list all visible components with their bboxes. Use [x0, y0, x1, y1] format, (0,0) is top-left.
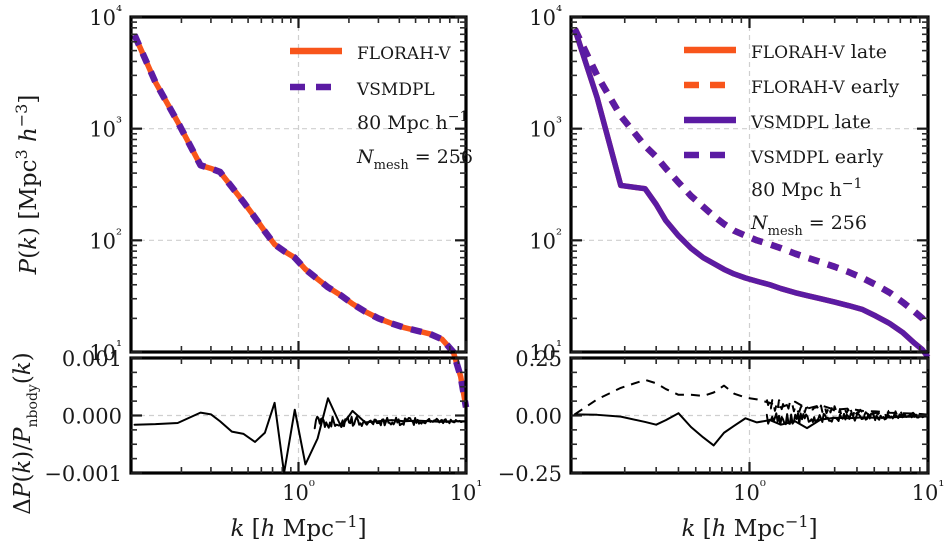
- xaxis-label: k [h Mpc−1]: [230, 512, 366, 542]
- ytick-label-resid: −0.25: [498, 462, 562, 486]
- legend-label-vsmdpl-late: VSMDPL late: [750, 111, 871, 133]
- annotation-boxsize: 80 Mpc h−1: [751, 176, 862, 201]
- xtick-label: 10⁰: [733, 477, 766, 505]
- xtick-label: 10¹: [912, 477, 945, 505]
- xtick-label: 10⁰: [282, 477, 315, 505]
- panel-frame-top: [129, 15, 468, 354]
- xaxis-label: k [h Mpc−1]: [681, 512, 817, 542]
- series-line-vsmdpl-early: [571, 27, 931, 329]
- residual-noise-solid: [313, 415, 467, 430]
- residual-line-early-residual: [574, 378, 929, 416]
- legend-label-florah-v: FLORAH-V: [357, 44, 451, 64]
- legend-label-vsmdpl-early: VSMDPL early: [750, 146, 883, 168]
- ytick-label-top: 10⁴: [89, 2, 122, 30]
- series-line-vsmdpl-late: [572, 28, 931, 359]
- ytick-label-top: 10³: [89, 114, 122, 142]
- legend-label-florah-v-late: FLORAH-V late: [751, 41, 887, 63]
- annotation-nmesh: Nmesh = 256: [356, 146, 473, 173]
- series-line-vsmdpl: [131, 33, 470, 408]
- yaxis-label-residual: ΔP(k)/Pnbody(k): [10, 352, 41, 514]
- legend-label-vsmdpl: VSMDPL: [356, 80, 435, 100]
- xtick-label: 10¹: [450, 477, 483, 505]
- residual-line-florah-v-residual: [133, 397, 467, 474]
- ytick-label-top: 10³: [529, 114, 562, 142]
- ytick-label-resid: 0.25: [515, 347, 562, 371]
- residual-noise-dashed: [765, 399, 929, 418]
- ytick-label-top: 10²: [529, 225, 562, 253]
- annotation-boxsize: 80 Mpc h−1: [357, 109, 468, 134]
- ytick-label-resid: 0.000: [62, 405, 122, 429]
- legend-label-florah-v-early: FLORAH-V early: [751, 76, 899, 98]
- ytick-label-resid: 0.001: [62, 347, 122, 371]
- ytick-label-resid: 0.00: [515, 405, 562, 429]
- ytick-label-top: 10²: [89, 225, 122, 253]
- annotation-nmesh: Nmesh = 256: [750, 212, 867, 239]
- yaxis-label-power: P(k) [Mpc3 h−3]: [12, 95, 42, 276]
- ytick-label-top: 10⁴: [529, 2, 562, 30]
- ytick-label-resid: −0.001: [44, 462, 122, 486]
